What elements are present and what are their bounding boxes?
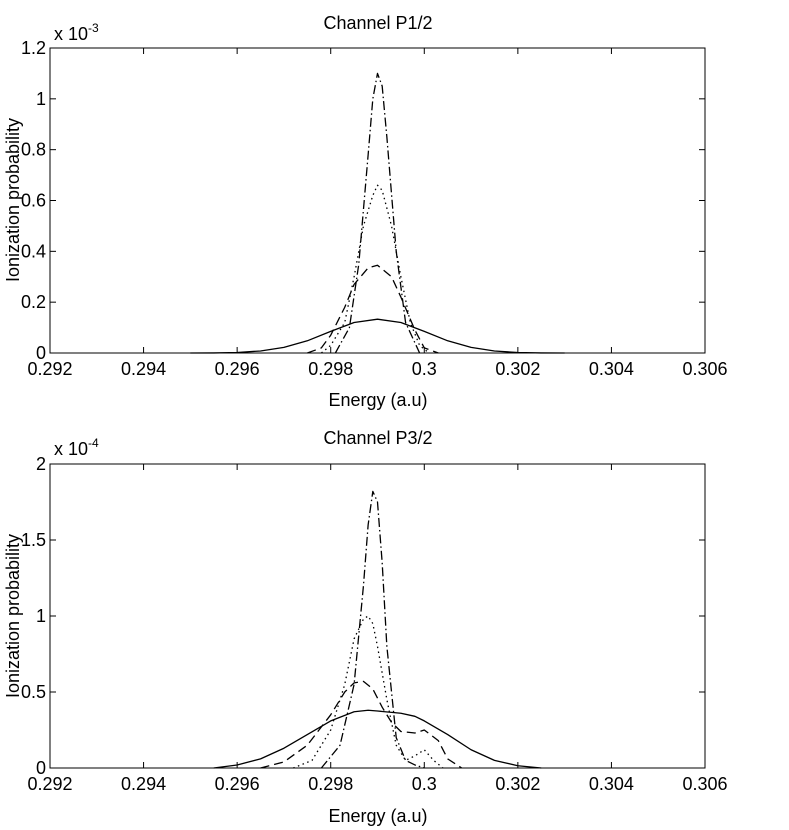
x-tick-label: 0.296 — [215, 774, 260, 794]
y-tick-label: 0.2 — [21, 292, 46, 312]
x-tick-label: 0.306 — [682, 359, 727, 379]
y-exponent-base: x 10 — [54, 24, 88, 44]
y-exponent-power: -3 — [88, 21, 99, 35]
y-axis-label: Ionization probability — [3, 118, 23, 282]
series-line-dashdot — [320, 490, 425, 769]
y-exponent-power: -4 — [88, 436, 99, 450]
x-tick-label: 0.292 — [27, 774, 72, 794]
x-tick-label: 0.3 — [412, 359, 437, 379]
axis-ticks: 0.292 0.294 0.296 0.298 0.3 0.302 0.304 0.306 0 0… — [21, 38, 728, 379]
chart-panel-p1-2: Channel P1/2 x 10-3 Ionization probabili… — [3, 13, 728, 410]
chart-title: Channel P1/2 — [323, 13, 432, 33]
x-tick-label: 0.3 — [412, 774, 437, 794]
y-tick-label: 0 — [36, 758, 46, 778]
x-tick-label: 0.304 — [589, 359, 634, 379]
x-tick-label: 0.302 — [495, 359, 540, 379]
y-tick-label: 0 — [36, 343, 46, 363]
y-tick-label: 1 — [36, 606, 46, 626]
series-line-dashed — [260, 680, 463, 769]
x-tick-label: 0.294 — [121, 774, 166, 794]
axes-frame — [49, 47, 706, 354]
chart-panel-p3-2: Channel P3/2 x 10-4 Ionization probabili… — [3, 428, 728, 826]
x-axis-label: Energy (a.u) — [328, 806, 427, 826]
y-tick-label: 0.5 — [21, 682, 46, 702]
series-line-solid — [190, 318, 565, 354]
y-exponent-label: x 10-4 — [54, 436, 99, 459]
series-line-solid — [213, 709, 542, 769]
y-exponent-base: x 10 — [54, 439, 88, 459]
y-tick-label: 1.2 — [21, 38, 46, 58]
series-line-dotted — [320, 184, 430, 354]
x-axis-label: Energy (a.u) — [328, 390, 427, 410]
y-axis-label: Ionization probability — [3, 534, 23, 698]
y-tick-label: 0.6 — [21, 191, 46, 211]
series-line-dashed — [307, 264, 439, 354]
axes-frame — [49, 463, 706, 769]
x-tick-label: 0.296 — [215, 359, 260, 379]
y-exponent-label: x 10-3 — [54, 21, 99, 44]
y-tick-label: 0.4 — [21, 241, 46, 261]
series-line-dotted — [293, 615, 444, 769]
x-tick-label: 0.302 — [495, 774, 540, 794]
y-tick-label: 1 — [36, 89, 46, 109]
axis-ticks: 0.292 0.294 0.296 0.298 0.3 0.302 0.304 0.306 0 0… — [21, 454, 728, 794]
x-tick-label: 0.306 — [682, 774, 727, 794]
x-tick-label: 0.298 — [308, 359, 353, 379]
plot-area — [190, 72, 565, 354]
x-tick-label: 0.304 — [589, 774, 634, 794]
series-line-dashdot — [334, 72, 421, 354]
y-tick-label: 2 — [36, 454, 46, 474]
y-tick-label: 0.8 — [21, 140, 46, 160]
x-tick-label: 0.292 — [27, 359, 72, 379]
y-tick-label: 1.5 — [21, 530, 46, 550]
x-tick-label: 0.294 — [121, 359, 166, 379]
chart-title: Channel P3/2 — [323, 428, 432, 448]
plot-area — [213, 490, 542, 769]
x-tick-label: 0.298 — [308, 774, 353, 794]
